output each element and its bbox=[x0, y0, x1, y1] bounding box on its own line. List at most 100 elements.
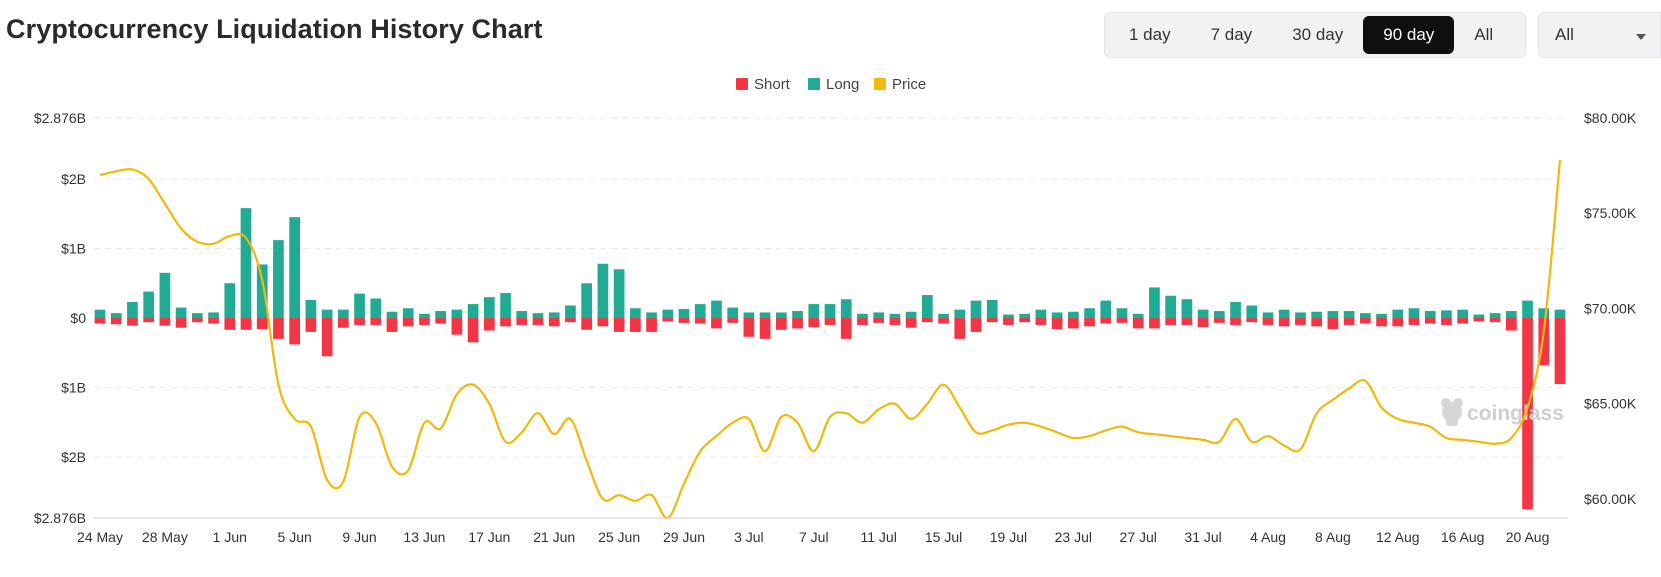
long-bar[interactable] bbox=[468, 304, 479, 318]
long-bar[interactable] bbox=[1392, 310, 1403, 318]
long-bar[interactable] bbox=[679, 309, 690, 318]
long-bar[interactable] bbox=[841, 299, 852, 318]
short-bar[interactable] bbox=[1344, 318, 1355, 325]
long-bar[interactable] bbox=[1133, 314, 1144, 318]
long-bar[interactable] bbox=[1100, 301, 1111, 318]
short-bar[interactable] bbox=[533, 318, 544, 325]
long-bar[interactable] bbox=[549, 312, 560, 318]
short-bar[interactable] bbox=[484, 318, 495, 331]
long-bar[interactable] bbox=[922, 295, 933, 318]
long-bar[interactable] bbox=[176, 308, 187, 318]
long-bar[interactable] bbox=[825, 304, 836, 318]
legend-label-price[interactable]: Price bbox=[892, 76, 926, 93]
long-bar[interactable] bbox=[192, 313, 203, 318]
long-bar[interactable] bbox=[760, 312, 771, 318]
short-bar[interactable] bbox=[695, 318, 706, 324]
long-bar[interactable] bbox=[370, 299, 381, 318]
long-bar[interactable] bbox=[744, 312, 755, 318]
short-bar[interactable] bbox=[500, 318, 511, 326]
short-bar[interactable] bbox=[257, 318, 268, 329]
short-bar[interactable] bbox=[938, 318, 949, 324]
short-bar[interactable] bbox=[776, 318, 787, 330]
long-bar[interactable] bbox=[1149, 287, 1160, 318]
long-bar[interactable] bbox=[1457, 310, 1468, 318]
short-bar[interactable] bbox=[387, 318, 398, 332]
short-bar[interactable] bbox=[241, 318, 252, 330]
short-bar[interactable] bbox=[1457, 318, 1468, 324]
long-bar[interactable] bbox=[1490, 313, 1501, 318]
short-bar[interactable] bbox=[679, 318, 690, 323]
short-bar[interactable] bbox=[1246, 318, 1257, 322]
short-bar[interactable] bbox=[127, 318, 138, 326]
short-bar[interactable] bbox=[565, 318, 576, 322]
short-bar[interactable] bbox=[581, 318, 592, 330]
long-bar[interactable] bbox=[1084, 308, 1095, 318]
long-bar[interactable] bbox=[727, 308, 738, 318]
long-bar[interactable] bbox=[1068, 312, 1079, 318]
long-bar[interactable] bbox=[646, 312, 657, 318]
short-bar[interactable] bbox=[873, 318, 884, 323]
long-bar[interactable] bbox=[435, 311, 446, 318]
short-bar[interactable] bbox=[760, 318, 771, 339]
short-bar[interactable] bbox=[1263, 318, 1274, 325]
long-bar[interactable] bbox=[1019, 314, 1030, 318]
long-bar[interactable] bbox=[160, 273, 171, 318]
short-bar[interactable] bbox=[322, 318, 333, 356]
short-bar[interactable] bbox=[646, 318, 657, 332]
short-bar[interactable] bbox=[111, 318, 122, 324]
short-bar[interactable] bbox=[1084, 318, 1095, 326]
long-bar[interactable] bbox=[906, 312, 917, 318]
short-bar[interactable] bbox=[971, 318, 982, 332]
long-bar[interactable] bbox=[873, 312, 884, 318]
short-bar[interactable] bbox=[1165, 318, 1176, 325]
long-bar[interactable] bbox=[630, 308, 641, 318]
long-bar[interactable] bbox=[127, 302, 138, 318]
long-bar[interactable] bbox=[581, 283, 592, 318]
long-bar[interactable] bbox=[662, 310, 673, 318]
short-bar[interactable] bbox=[1052, 318, 1063, 329]
short-bar[interactable] bbox=[1279, 318, 1290, 326]
short-bar[interactable] bbox=[1003, 318, 1014, 325]
long-bar[interactable] bbox=[1522, 301, 1533, 318]
short-bar[interactable] bbox=[192, 318, 203, 322]
long-bar[interactable] bbox=[1246, 305, 1257, 318]
legend-label-long[interactable]: Long bbox=[826, 76, 859, 93]
short-bar[interactable] bbox=[468, 318, 479, 342]
long-bar[interactable] bbox=[1425, 311, 1436, 318]
long-bar[interactable] bbox=[1555, 310, 1566, 318]
long-bar[interactable] bbox=[971, 301, 982, 318]
short-bar[interactable] bbox=[1328, 318, 1339, 329]
long-bar[interactable] bbox=[1295, 312, 1306, 318]
long-bar[interactable] bbox=[1165, 296, 1176, 318]
long-bar[interactable] bbox=[1052, 312, 1063, 318]
long-bar[interactable] bbox=[598, 264, 609, 318]
long-bar[interactable] bbox=[792, 311, 803, 318]
short-bar[interactable] bbox=[841, 318, 852, 339]
price-line[interactable] bbox=[100, 160, 1560, 518]
legend-label-short[interactable]: Short bbox=[754, 76, 791, 93]
long-bar[interactable] bbox=[289, 217, 300, 318]
short-bar[interactable] bbox=[1392, 318, 1403, 326]
short-bar[interactable] bbox=[1182, 318, 1193, 325]
short-bar[interactable] bbox=[1019, 318, 1030, 322]
short-bar[interactable] bbox=[273, 318, 284, 339]
long-bar[interactable] bbox=[954, 310, 965, 318]
long-bar[interactable] bbox=[533, 313, 544, 318]
short-bar[interactable] bbox=[857, 318, 868, 325]
short-bar[interactable] bbox=[95, 318, 106, 324]
long-bar[interactable] bbox=[338, 310, 349, 318]
short-bar[interactable] bbox=[1311, 318, 1322, 326]
long-bar[interactable] bbox=[1198, 310, 1209, 318]
long-bar[interactable] bbox=[1182, 299, 1193, 318]
short-bar[interactable] bbox=[711, 318, 722, 328]
long-bar[interactable] bbox=[257, 264, 268, 318]
long-bar[interactable] bbox=[95, 310, 106, 318]
short-bar[interactable] bbox=[289, 318, 300, 344]
long-bar[interactable] bbox=[306, 300, 317, 318]
short-bar[interactable] bbox=[922, 318, 933, 322]
long-bar[interactable] bbox=[1360, 313, 1371, 318]
long-bar[interactable] bbox=[241, 208, 252, 318]
long-bar[interactable] bbox=[1036, 310, 1047, 318]
short-bar[interactable] bbox=[1506, 318, 1517, 331]
short-bar[interactable] bbox=[338, 318, 349, 328]
